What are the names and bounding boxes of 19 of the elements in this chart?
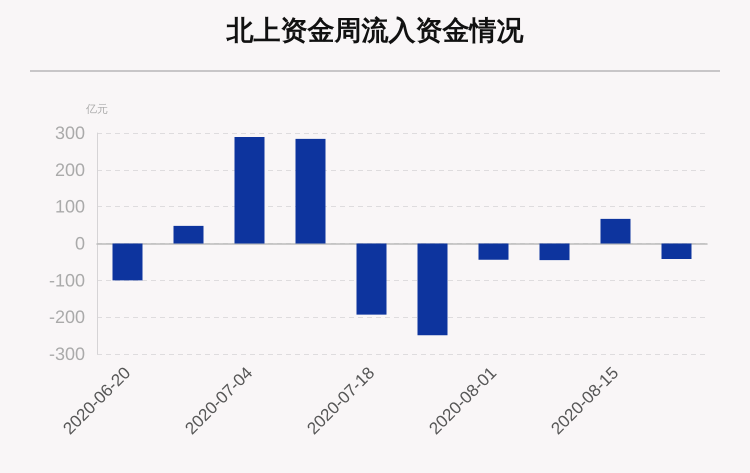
y-tick-label: -100	[48, 270, 85, 290]
bar	[478, 244, 508, 260]
y-tick-label: 100	[54, 196, 85, 217]
bar	[540, 244, 570, 260]
bar	[600, 218, 630, 244]
y-axis-title: 亿元	[85, 104, 108, 116]
bar	[356, 244, 386, 315]
y-tick-label: 200	[54, 160, 85, 180]
y-tick-label: -200	[48, 307, 85, 328]
y-tick-label: 0	[74, 234, 85, 254]
chart-title: 北上资金周流入资金情况	[226, 16, 524, 46]
bar	[296, 138, 326, 244]
y-tick-label: -300	[48, 344, 85, 364]
bar	[112, 244, 142, 280]
y-tick-label: 300	[54, 123, 85, 143]
bar	[418, 244, 448, 336]
bar	[174, 226, 204, 244]
bar	[234, 137, 264, 244]
bar	[662, 244, 692, 259]
